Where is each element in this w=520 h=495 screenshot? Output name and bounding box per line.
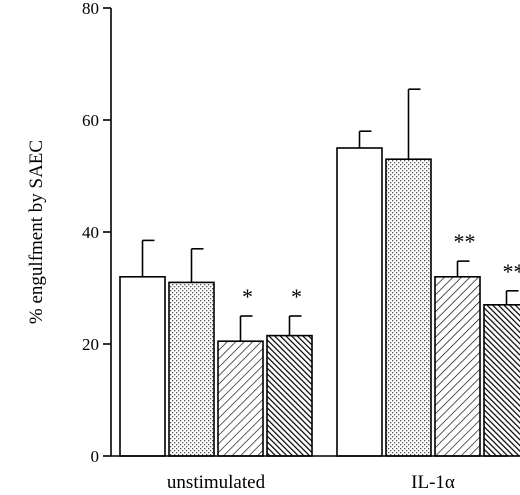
- y-tick-label: 40: [82, 223, 99, 242]
- y-tick-label: 60: [82, 111, 99, 130]
- significance-markers: ******: [242, 229, 520, 309]
- bar: [119, 275, 166, 457]
- category-label: unstimulated: [167, 472, 266, 493]
- bars-group: [119, 147, 520, 457]
- y-tick-label: 0: [91, 447, 100, 466]
- y-tick-label: 20: [82, 335, 99, 354]
- bar: [483, 303, 520, 457]
- y-axis-title: % engulfment by SAEC: [26, 140, 47, 324]
- x-axis-categories: unstimulated IL-1α: [167, 472, 455, 493]
- bar: [434, 275, 481, 457]
- bar: [266, 334, 313, 457]
- significance-marker: *: [242, 284, 253, 309]
- bar: [168, 281, 215, 457]
- bar: [385, 158, 432, 457]
- significance-marker: *: [291, 284, 302, 309]
- bar: [336, 147, 383, 457]
- y-axis-ticks: 0 20 40 60 80: [82, 0, 111, 466]
- significance-marker: **: [503, 259, 520, 284]
- bar: [217, 340, 264, 457]
- error-bars-group: [141, 88, 519, 342]
- significance-marker: **: [454, 229, 476, 254]
- category-label: IL-1α: [411, 472, 455, 493]
- y-tick-label: 80: [82, 0, 99, 18]
